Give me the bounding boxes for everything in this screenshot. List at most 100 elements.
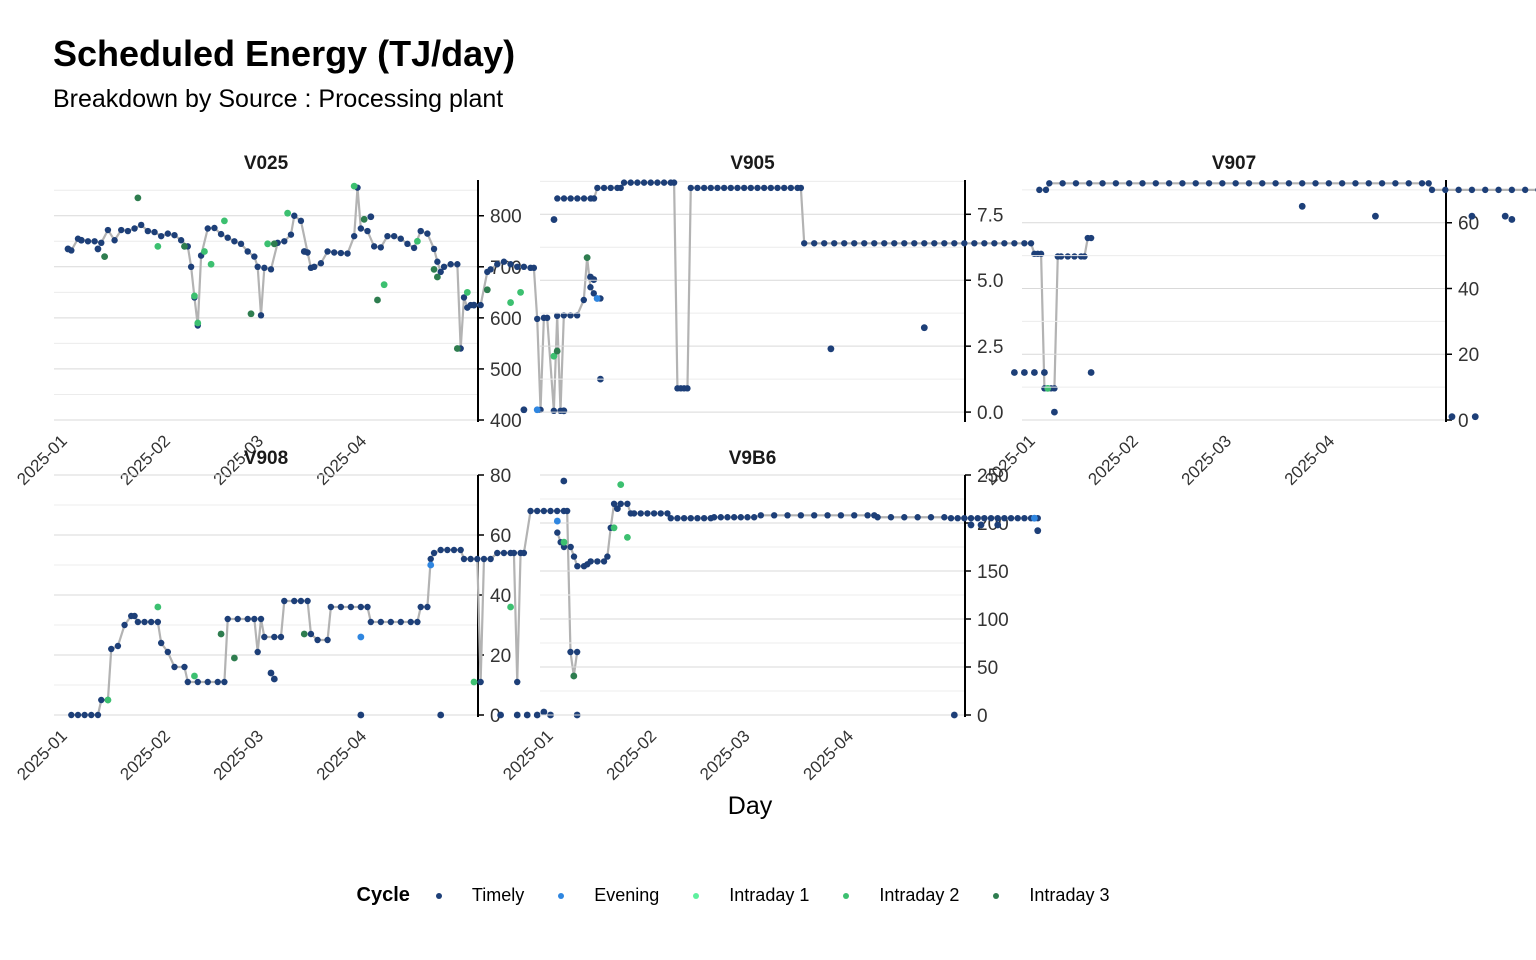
data-point-timely (710, 514, 718, 521)
data-point-timely (1299, 180, 1306, 187)
data-point-timely (1046, 180, 1053, 187)
data-point-timely (1298, 202, 1306, 210)
data-point-timely (350, 232, 358, 240)
data-point-timely (1139, 180, 1146, 187)
data-point-timely (744, 514, 751, 521)
legend-item-intraday-1: Intraday 1 (693, 885, 809, 906)
data-point-intraday-2 (201, 248, 208, 255)
data-point-timely (1059, 180, 1066, 187)
data-point-intraday-3 (583, 254, 591, 262)
legend-item-timely: Timely (435, 885, 524, 906)
data-point-timely (154, 618, 162, 626)
data-point-timely (1468, 212, 1476, 220)
data-point-timely (181, 663, 188, 671)
data-point-intraday-2 (463, 288, 471, 296)
data-point-timely (98, 239, 105, 247)
data-point-timely (750, 514, 758, 521)
y-tick-label: 0 (1458, 411, 1469, 432)
data-point-timely (674, 515, 681, 522)
data-point-timely (261, 633, 268, 641)
data-point-intraday-2 (560, 538, 568, 546)
data-point-timely (534, 315, 541, 323)
data-point-intraday-2 (221, 217, 228, 225)
legend-dot (435, 892, 442, 899)
data-point-timely (114, 642, 122, 650)
data-point-timely (977, 521, 985, 529)
data-point-intraday-2 (470, 678, 478, 686)
data-point-timely (487, 555, 494, 563)
data-point-timely (214, 678, 221, 686)
data-point-timely (827, 345, 835, 353)
y-tick-label: 80 (490, 466, 511, 487)
data-point-timely (1031, 369, 1038, 376)
data-point-timely (1007, 515, 1015, 522)
data-point-timely (563, 507, 571, 515)
data-point-timely (1010, 369, 1018, 376)
data-point-timely (540, 507, 548, 515)
y-tick-label: 150 (977, 562, 1009, 583)
data-point-evening (357, 633, 365, 641)
legend-item-evening: Evening (558, 885, 659, 906)
data-point-timely (1285, 180, 1293, 187)
data-point-timely (447, 261, 454, 268)
y-tick-label: 0.0 (977, 403, 1003, 424)
y-tick-label: 7.5 (977, 205, 1003, 226)
data-point-timely (477, 301, 484, 309)
panel-title: V908 (244, 448, 288, 469)
data-point-timely (534, 507, 541, 515)
data-point-timely (104, 226, 112, 234)
data-point-timely (604, 553, 611, 560)
data-point-timely (811, 240, 818, 247)
data-point-timely (77, 236, 85, 244)
data-point-timely (187, 263, 195, 271)
data-point-timely (384, 232, 391, 240)
data-point-timely (480, 555, 488, 563)
data-point-intraday-3 (483, 286, 491, 294)
legend-item-intraday-3: Intraday 3 (993, 885, 1109, 906)
data-point-timely (680, 515, 688, 522)
data-point-timely (520, 549, 528, 557)
data-point-intraday-2 (507, 299, 514, 306)
chart-subtitle: Breakdown by Source : Processing plant (53, 85, 504, 113)
data-point-intraday-2 (414, 237, 421, 245)
x-tick-label: 2025-02 (603, 726, 661, 784)
data-point-timely (164, 648, 172, 656)
data-point-timely (971, 240, 978, 247)
data-point-timely (954, 515, 961, 522)
legend-label: Intraday 2 (879, 885, 960, 905)
y-tick-label: 40 (490, 586, 511, 607)
data-point-intraday-3 (101, 253, 109, 260)
legend-label: Evening (594, 885, 660, 905)
data-point-intraday-2 (617, 481, 625, 488)
data-point-timely (410, 244, 418, 252)
data-point-timely (1014, 515, 1021, 522)
data-point-timely (587, 558, 594, 565)
data-point-timely (417, 603, 424, 611)
data-point-timely (141, 618, 148, 626)
data-point-timely (281, 597, 288, 605)
data-point-timely (650, 510, 658, 517)
data-point-timely (317, 260, 325, 267)
data-point-evening (1031, 514, 1038, 522)
data-point-timely (714, 184, 721, 192)
data-point-intraday-3 (230, 654, 238, 662)
data-point-timely (254, 263, 261, 271)
data-point-timely (397, 618, 404, 626)
data-point-timely (950, 711, 958, 719)
data-point-timely (390, 232, 398, 240)
x-tick-label: 2025-03 (1178, 431, 1236, 489)
data-point-timely (981, 240, 988, 247)
chart-title: Scheduled Energy (TJ/day) (53, 33, 516, 74)
data-point-timely (861, 240, 868, 247)
y-tick-label: 100 (977, 610, 1009, 631)
data-point-timely (770, 512, 778, 519)
data-point-timely (1272, 180, 1279, 187)
data-point-timely (138, 221, 145, 229)
data-point-timely (500, 258, 508, 265)
data-point-timely (407, 618, 414, 626)
data-point-timely (887, 514, 895, 521)
data-point-timely (627, 179, 634, 186)
data-point-timely (377, 244, 385, 251)
data-point-timely (261, 264, 268, 272)
data-point-timely (901, 240, 908, 247)
